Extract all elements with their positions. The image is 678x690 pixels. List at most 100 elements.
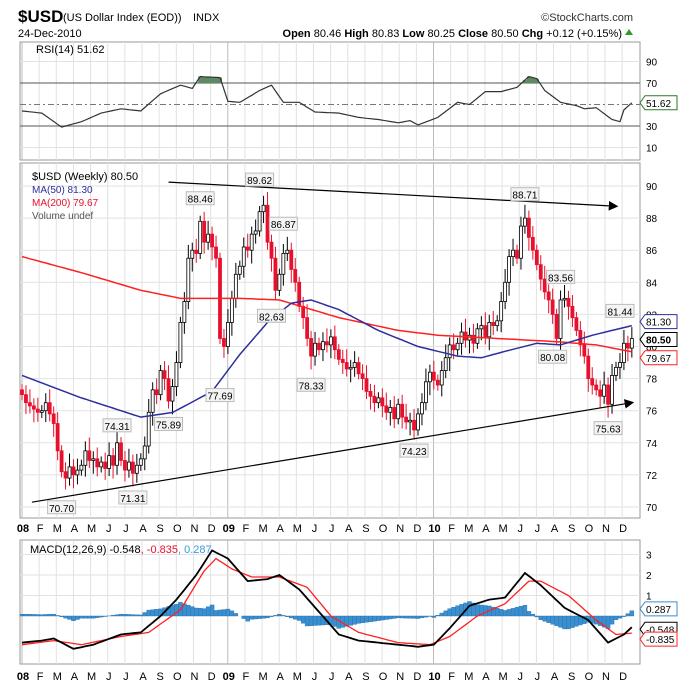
candle-body [226, 322, 230, 347]
x-axis-label: M [293, 523, 302, 535]
macd-histogram-bar [134, 614, 140, 617]
macd-histogram-bar [546, 615, 551, 623]
x-axis-label: O [585, 671, 594, 683]
x-axis-label: A [345, 523, 353, 535]
candle-body [127, 461, 131, 471]
macd-histogram-bar [411, 615, 417, 619]
macd-histogram-bar [205, 606, 211, 617]
candle-body [610, 374, 614, 405]
x-axis-label: M [53, 671, 62, 683]
macd-histogram-bar [574, 615, 579, 627]
trendline [168, 181, 619, 211]
candle-body [340, 358, 345, 363]
price-annotation-box [118, 490, 148, 505]
candle-body [24, 394, 28, 404]
candle-body [261, 204, 266, 213]
y-tick-label: 30 [646, 122, 658, 133]
macd-histogram-bar [126, 614, 132, 617]
candle-body [420, 402, 424, 415]
candle-body [162, 370, 167, 380]
x-axis-label: 10 [428, 671, 440, 683]
macd-histogram-bar [554, 615, 559, 627]
candle-body [622, 342, 626, 363]
macd-histogram-bar [249, 615, 254, 620]
candle-body [186, 257, 191, 302]
candle-body [249, 233, 254, 251]
candle-body [435, 379, 440, 386]
y-tick-label: 10 [646, 144, 658, 155]
price-annotation: 70.70 [49, 504, 74, 515]
x-axis-label: O [379, 671, 388, 683]
macd-histogram-bar [253, 615, 258, 620]
x-axis-label: M [87, 671, 96, 683]
x-axis-label: J [312, 523, 318, 535]
macd-histogram-bar [79, 615, 84, 619]
macd-panel: 1 2 3 0.287 -0.548-0.835 [19, 539, 678, 665]
x-axis-label: N [190, 671, 198, 683]
candle-body [146, 411, 151, 447]
candle-body [103, 461, 108, 469]
price-annotation-box [47, 500, 77, 515]
candle-body [111, 455, 115, 466]
candle-body [313, 342, 317, 357]
macd-histogram-bar [356, 615, 361, 624]
macd-histogram-bar [304, 615, 310, 627]
y-tick-label: 78 [646, 375, 658, 386]
macd-histogram-bar [98, 615, 104, 618]
candle-body [602, 384, 607, 397]
macd-histogram-bar [83, 615, 88, 619]
candle-body [28, 402, 32, 407]
macd-histogram-bar [613, 615, 619, 620]
macd-histogram-bar [51, 613, 56, 617]
x-axis-label: D [208, 523, 216, 535]
x-axis-label: F [243, 671, 250, 683]
macd-histogram-bar [43, 614, 48, 617]
candle-body [526, 217, 531, 238]
macd-signal-line [21, 557, 632, 646]
rsi-last-value-box [639, 95, 678, 111]
macd-histogram-bar [233, 613, 239, 617]
y-tick-label: 76 [646, 407, 658, 418]
macd-histogram-bar [415, 615, 421, 619]
candle-body [530, 236, 535, 251]
macd-histogram-bar [392, 615, 397, 619]
candle-body [229, 297, 234, 323]
price-annotation-box [185, 191, 215, 206]
candle-body [210, 233, 214, 248]
macd-histogram-bar [502, 610, 508, 617]
y-tick-label: 88 [646, 214, 658, 225]
x-axis-label: 08 [17, 671, 29, 683]
y-tick-label: 90 [646, 58, 658, 69]
macd-histogram-bar [475, 604, 480, 617]
index-name: (US Dollar Index (EOD)) [63, 12, 182, 24]
ma50-last-value: 81.30 [646, 318, 671, 329]
candle-body [475, 328, 480, 344]
macd-histogram-bar [518, 606, 524, 617]
x-axis-label: J [329, 671, 335, 683]
candle-body [241, 246, 246, 267]
candle-body [499, 301, 504, 322]
ma50-legend: MA(50) 81.30 [32, 185, 93, 196]
x-axis-label: M [499, 523, 508, 535]
candle-body [138, 458, 143, 466]
x-axis-label: N [602, 671, 610, 683]
candle-body [130, 461, 135, 474]
candle-body [245, 246, 250, 251]
candle-body [542, 278, 547, 293]
x-axis-label: J [106, 523, 112, 535]
price-annotation: 74.23 [402, 447, 427, 458]
macd-histogram-bar [348, 615, 353, 626]
macd-histogram-bar [300, 615, 306, 624]
candle-body [119, 442, 123, 461]
macd-histogram-bar [542, 615, 547, 622]
macd-histogram-bar [629, 610, 635, 617]
price-annotation: 74.31 [105, 422, 130, 433]
candle-body [79, 464, 84, 471]
price-annotation-box [538, 349, 568, 364]
candle-body [431, 371, 436, 381]
price-annotation-box [102, 418, 132, 433]
candle-body [158, 370, 163, 396]
macd-histogram-bar [455, 605, 460, 617]
candle-body [99, 461, 104, 468]
macd-histogram-bar [265, 615, 270, 619]
